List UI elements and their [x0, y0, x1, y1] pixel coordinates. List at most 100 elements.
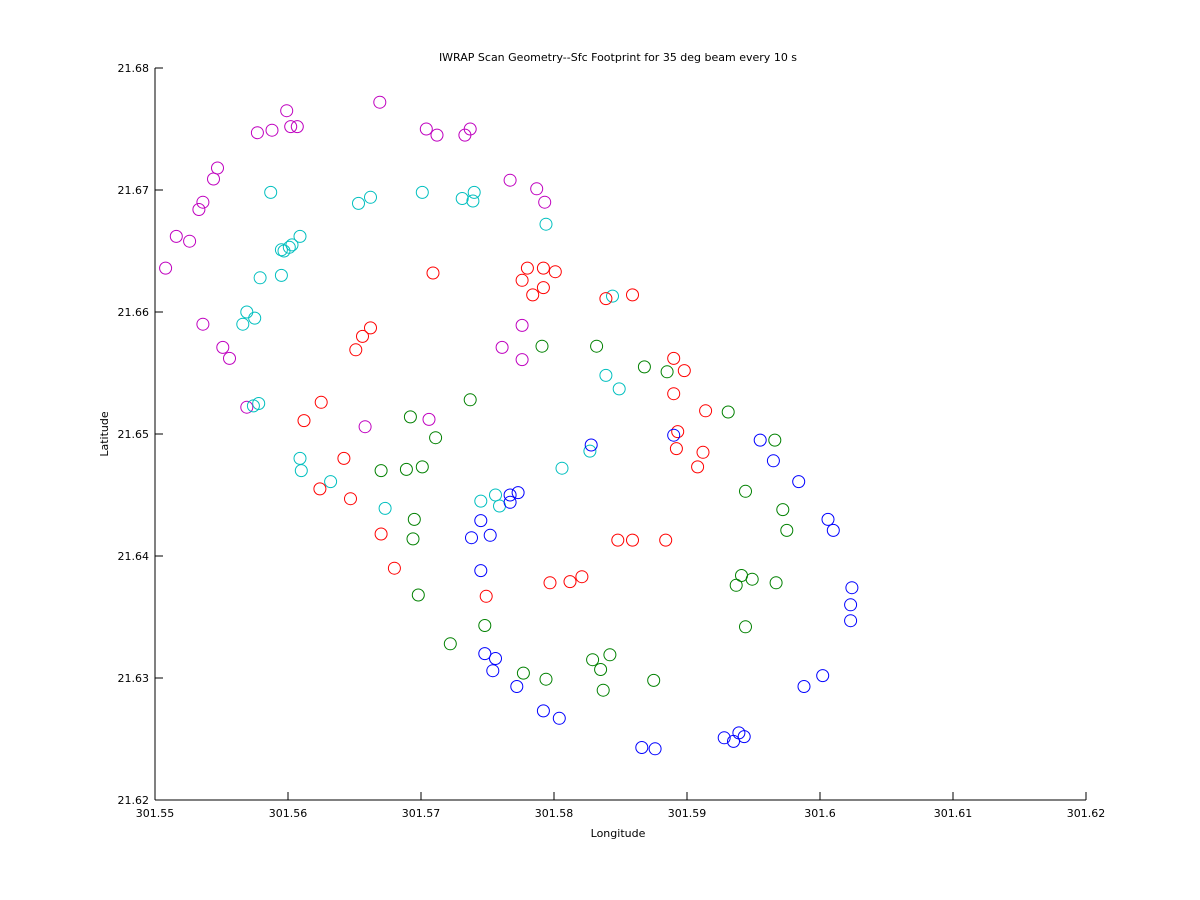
y-tick-label: 21.62: [118, 794, 150, 807]
data-point: [374, 527, 388, 541]
data-point: [294, 464, 308, 478]
data-point: [671, 425, 685, 439]
data-point: [729, 578, 743, 592]
data-point: [667, 351, 681, 365]
data-point: [284, 120, 298, 134]
data-point: [297, 414, 311, 428]
data-point: [465, 531, 478, 545]
data-point: [606, 289, 619, 303]
data-point: [555, 461, 569, 475]
data-point: [635, 741, 649, 754]
data-point: [739, 620, 752, 634]
data-point: [637, 360, 651, 374]
data-point: [816, 669, 830, 683]
data-point: [207, 172, 220, 186]
data-point: [352, 196, 365, 210]
data-point: [739, 484, 752, 498]
data-point: [539, 672, 553, 686]
data-point: [659, 533, 673, 547]
data-point: [495, 340, 509, 354]
data-point: [474, 514, 488, 528]
data-point: [745, 572, 759, 586]
x-ticks: 301.55 301.56 301.57 301.58 301.59 301.6 301.6…: [136, 792, 1105, 820]
data-point: [515, 273, 529, 287]
data-point: [552, 711, 566, 725]
data-point: [252, 397, 266, 410]
data-point: [240, 400, 254, 414]
data-point: [406, 532, 420, 546]
data-point: [443, 637, 457, 651]
data-point: [387, 561, 401, 575]
data-point: [422, 412, 436, 426]
data-point: [599, 292, 613, 306]
data-point: [515, 353, 529, 367]
data-point: [538, 195, 552, 209]
data-point: [575, 570, 589, 584]
data-point: [520, 261, 534, 275]
data-point: [374, 464, 388, 478]
data-point: [358, 420, 372, 434]
data-point: [536, 261, 550, 275]
data-point: [667, 428, 681, 442]
data-point: [699, 404, 713, 418]
plot-axes: [154, 68, 1086, 801]
series-5: [465, 428, 859, 756]
data-point: [280, 104, 294, 118]
data-point: [290, 120, 304, 134]
data-point: [536, 704, 550, 718]
data-point: [415, 185, 429, 199]
data-point: [183, 234, 197, 248]
data-point: [248, 311, 262, 325]
data-point: [314, 395, 328, 409]
data-point: [373, 95, 387, 109]
data-point: [845, 581, 859, 595]
data-point: [378, 501, 392, 515]
x-tick-label: 301.56: [269, 807, 308, 820]
data-point: [274, 268, 288, 282]
data-point: [510, 680, 524, 693]
data-point: [489, 488, 502, 502]
data-point: [691, 460, 705, 474]
data-point: [503, 488, 517, 502]
chart-title: IWRAP Scan Geometry--Sfc Footprint for 3…: [439, 51, 797, 64]
data-point: [844, 614, 858, 628]
data-point: [430, 128, 444, 142]
data-point: [696, 445, 710, 459]
data-point: [797, 680, 811, 693]
data-point: [776, 503, 790, 517]
data-point: [236, 317, 250, 331]
y-tick-label: 21.63: [118, 672, 150, 685]
x-tick-label: 301.6: [804, 807, 836, 820]
data-point: [503, 173, 517, 187]
data-point: [667, 387, 681, 401]
data-point: [478, 619, 492, 632]
data-point: [586, 653, 600, 667]
y-tick-label: 21.66: [118, 306, 150, 319]
data-point: [426, 266, 440, 280]
data-point: [536, 281, 550, 295]
data-point: [821, 512, 835, 526]
x-tick-label: 301.57: [402, 807, 441, 820]
data-point: [535, 339, 549, 353]
data-point: [196, 195, 210, 209]
series-2: [236, 185, 626, 515]
data-point: [516, 666, 530, 680]
data-point: [466, 194, 480, 208]
y-tick-label: 21.64: [118, 550, 150, 563]
data-point: [159, 261, 173, 275]
data-point: [478, 647, 492, 661]
data-point: [584, 438, 598, 452]
data-point: [253, 271, 267, 285]
y-tick-label: 21.68: [118, 62, 150, 75]
data-point: [792, 475, 806, 489]
data-point: [474, 494, 488, 508]
data-point: [599, 368, 613, 382]
data-point: [511, 486, 525, 500]
data-point: [611, 533, 625, 547]
data-point: [313, 482, 327, 496]
x-tick-label: 301.61: [934, 807, 973, 820]
data-point: [250, 126, 264, 140]
data-point: [626, 288, 639, 302]
data-point: [766, 454, 780, 468]
data-point: [503, 495, 517, 509]
